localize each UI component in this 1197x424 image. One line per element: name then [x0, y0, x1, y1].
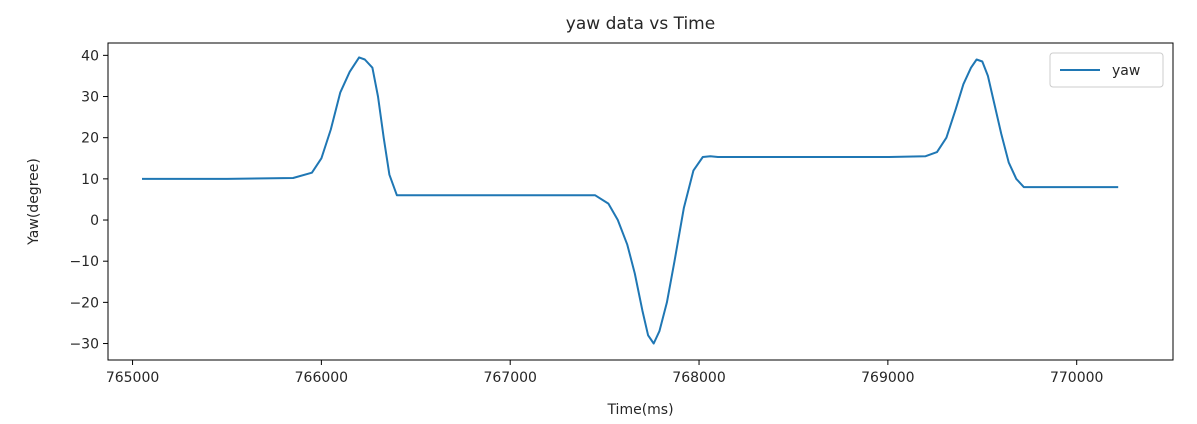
- y-axis-label: Yaw(degree): [26, 158, 42, 246]
- y-tick-label: 10: [81, 172, 99, 188]
- x-axis-label: Time(ms): [606, 402, 673, 418]
- x-tick-label: 768000: [672, 370, 725, 386]
- legend: yaw: [1049, 52, 1164, 88]
- y-tick-label: 0: [90, 213, 99, 229]
- y-tick-label: −10: [69, 254, 99, 270]
- y-tick-label: 40: [81, 48, 99, 64]
- x-axis-ticks: 765000 766000 767000 768000 769000 770000: [106, 360, 1103, 386]
- y-tick-label: −30: [69, 337, 99, 353]
- x-tick-label: 766000: [295, 370, 348, 386]
- y-tick-label: 20: [81, 131, 99, 147]
- legend-label-yaw: yaw: [1112, 63, 1140, 79]
- x-tick-label: 765000: [106, 370, 159, 386]
- x-tick-label: 770000: [1050, 370, 1103, 386]
- x-tick-label: 767000: [483, 370, 536, 386]
- y-axis-ticks: −30 −20 −10 0 10 20 30 40: [69, 48, 108, 353]
- chart-title: yaw data vs Time: [566, 14, 715, 34]
- x-tick-label: 769000: [861, 370, 914, 386]
- y-tick-label: −20: [69, 295, 99, 311]
- series-line-yaw: [142, 56, 1119, 345]
- legend-box: [1049, 52, 1164, 88]
- plot-frame: [107, 42, 1174, 361]
- y-tick-label: 30: [81, 90, 99, 106]
